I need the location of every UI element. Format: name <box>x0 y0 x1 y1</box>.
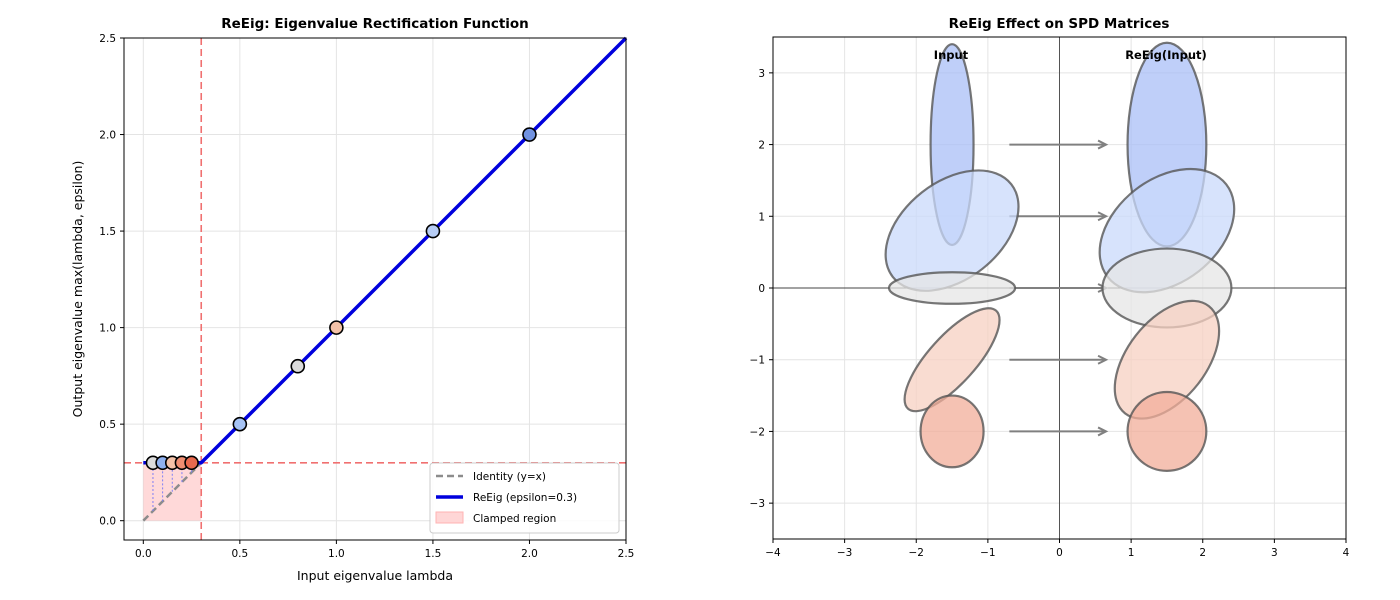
input-spd-ellipse <box>919 394 985 469</box>
legend-identity-label: Identity (y=x) <box>473 471 546 483</box>
left-axes-frame <box>123 37 627 541</box>
legend-clamped-swatch <box>435 511 464 524</box>
reeig-line <box>143 36 628 465</box>
right-x-tick-label: 3 <box>1271 547 1278 559</box>
legend-reeig-label: ReEig (epsilon=0.3) <box>473 492 577 504</box>
right-x-tick-label: 2 <box>1199 547 1206 559</box>
eigenvalue-point <box>522 127 537 142</box>
legend: Identity (y=x) ReEig (epsilon=0.3) Clamp… <box>429 462 620 534</box>
eigenvalue-point <box>184 455 199 471</box>
left-series <box>142 36 628 522</box>
transform-arrow-head <box>1097 354 1109 365</box>
left-x-tick-label: 0.0 <box>135 548 152 560</box>
right-x-tick-label: 4 <box>1343 547 1350 559</box>
left-y-tick-label: 0.5 <box>99 419 116 431</box>
input-spd-ellipse <box>903 307 1001 413</box>
right-chart-title: ReEig Effect on SPD Matrices <box>949 16 1170 32</box>
spd-ellipses <box>884 41 1236 472</box>
input-spd-ellipse <box>887 271 1017 305</box>
spd-matrices-chart: ReEig Effect on SPD Matrices −4 −3 −2 −1 0 1 2… <box>750 16 1350 559</box>
reeig-function-chart: ReEig: Eigenvalue Rectification Function… <box>70 16 634 583</box>
output-label: ReEig(Input) <box>1125 48 1207 62</box>
transform-arrow-head <box>1097 211 1109 222</box>
left-x-tick-label: 1.0 <box>328 548 345 560</box>
right-x-tick-label: 1 <box>1128 547 1135 559</box>
eigenvalue-points <box>145 127 537 512</box>
left-x-tick-label: 2.5 <box>618 548 635 560</box>
transform-arrows <box>1009 139 1109 437</box>
left-y-tick-label: 2.5 <box>99 33 116 45</box>
left-y-axis-label: Output eigenvalue max(lambda, epsilon) <box>70 161 85 418</box>
legend-clamped-label: Clamped region <box>473 513 556 525</box>
right-y-tick-label: 1 <box>758 211 765 223</box>
transform-arrow-head <box>1097 426 1109 437</box>
right-ticks: −4 −3 −2 −1 0 1 2 3 4 −3 −2 −1 0 1 2 3 <box>750 68 1350 559</box>
left-x-tick-label: 0.5 <box>231 548 248 560</box>
left-x-tick-label: 1.5 <box>425 548 442 560</box>
right-y-tick-label: 3 <box>758 68 765 80</box>
input-label: Input <box>934 48 969 62</box>
right-x-tick-label: −1 <box>980 547 995 559</box>
left-y-tick-label: 0.0 <box>99 516 116 528</box>
left-ticks: 0.0 0.5 1.0 1.5 2.0 2.5 0.0 0.5 1.0 1.5 2.0 2.5 <box>99 33 634 560</box>
left-y-tick-label: 1.0 <box>99 323 116 335</box>
eigenvalue-point <box>232 416 248 432</box>
right-x-tick-label: 0 <box>1056 547 1063 559</box>
left-x-axis-label: Input eigenvalue lambda <box>297 568 453 583</box>
left-x-tick-label: 2.0 <box>521 548 538 560</box>
left-y-tick-label: 1.5 <box>99 226 116 238</box>
transform-arrow-head <box>1097 139 1109 150</box>
left-y-tick-label: 2.0 <box>99 130 116 142</box>
output-spd-ellipse <box>1113 299 1221 420</box>
left-chart-title: ReEig: Eigenvalue Rectification Function <box>221 16 529 32</box>
right-y-tick-label: −1 <box>750 355 765 367</box>
legend-box <box>429 462 620 534</box>
input-spd-ellipse <box>884 169 1020 292</box>
right-x-tick-label: −4 <box>765 547 781 559</box>
eigenvalue-point <box>290 358 306 374</box>
right-y-tick-label: 2 <box>758 140 765 152</box>
right-y-tick-label: −3 <box>750 498 765 510</box>
eigenvalue-point <box>329 320 344 335</box>
right-x-tick-label: −2 <box>909 547 924 559</box>
eigenvalue-point <box>425 223 441 239</box>
right-y-tick-label: −2 <box>750 426 765 438</box>
output-spd-ellipse <box>1126 390 1208 472</box>
right-x-tick-label: −3 <box>837 547 852 559</box>
right-y-tick-label: 0 <box>758 283 765 295</box>
